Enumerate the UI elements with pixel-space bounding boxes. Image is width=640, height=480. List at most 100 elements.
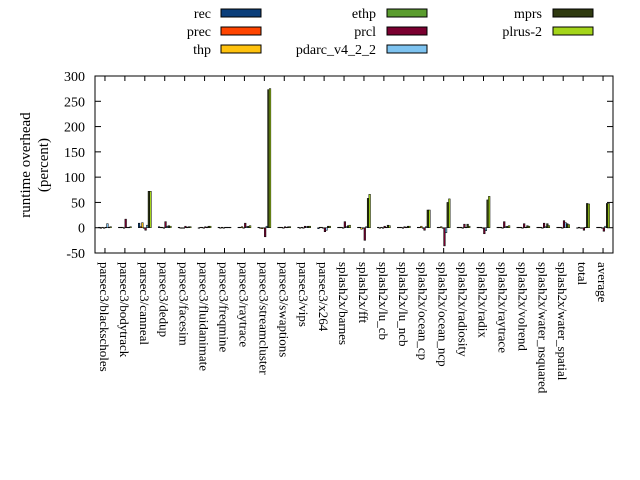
x-tick-label: parsec3/blackscholes xyxy=(97,262,112,372)
bar-ethp-splash2x-water-spatial xyxy=(561,227,564,229)
bar-plrus-2-splash2x-barnes xyxy=(348,224,351,228)
bar-prcl-splash2x-volrend xyxy=(523,223,526,228)
bar-prcl-parsec3-bodytrack xyxy=(124,218,127,228)
y-axis: -50 0 50 100 150 200 250 300 xyxy=(64,70,613,262)
legend-swatch xyxy=(386,44,428,54)
legend-label: ethp xyxy=(352,7,376,22)
x-tick-label: splash2x/lu_cb xyxy=(376,262,391,340)
bar-prcl-splash2x-ocean-ncp xyxy=(443,227,446,247)
x-tick-label: parsec3/x264 xyxy=(316,262,331,332)
bar-prcl-total xyxy=(582,227,585,231)
legend: rec prec thp ethp prcl pdarc_v4_2_2 mprs plrus-… xyxy=(187,7,594,58)
y-tick-label: 250 xyxy=(64,95,85,110)
bar-ethp-splash2x-lu-cb xyxy=(382,227,385,229)
bar-plrus-2-splash2x-lu-cb xyxy=(388,225,391,228)
x-tick-label: splash2x/lu_ncb xyxy=(396,262,411,347)
bar-plrus-2-parsec3-swaptions xyxy=(288,226,292,228)
bar-plrus-2-splash2x-lu-ncb xyxy=(408,225,411,228)
legend-label: plrus-2 xyxy=(502,25,542,40)
bar-plrus-2-parsec3-dedup xyxy=(169,225,172,228)
x-tick-label: parsec3/fluidanimate xyxy=(197,262,212,371)
bar-pdarc_v4_2_2-parsec3-blackscholes xyxy=(106,223,109,228)
legend-swatch xyxy=(552,26,594,36)
bar-plrus-2-parsec3-blackscholes xyxy=(109,226,112,228)
bar-plrus-2-parsec3-raytrace xyxy=(249,225,252,228)
legend-swatch xyxy=(220,26,262,36)
x-axis: parsec3/blackscholes parsec3/bodytrack par… xyxy=(97,262,610,394)
bar-ethp-splash2x-lu-ncb xyxy=(401,227,405,229)
bar-ethp-parsec3-fluidanimate xyxy=(202,227,205,229)
bar-plrus-2-average xyxy=(607,203,610,228)
bar-prcl-average xyxy=(602,227,605,232)
bar-ethp-splash2x-water-nsquared xyxy=(541,227,544,229)
legend-label: mprs xyxy=(514,7,542,22)
legend-item-prcl: prcl xyxy=(354,25,428,40)
legend-label: prcl xyxy=(354,25,376,40)
y-tick-label: 100 xyxy=(64,171,85,186)
x-tick-label: splash2x/water_nsquared xyxy=(535,262,550,394)
bar-prcl-parsec3-raytrace xyxy=(244,222,247,228)
x-tick-label: parsec3/dedup xyxy=(157,262,172,337)
y-axis-title: runtime overhead (percent) xyxy=(18,112,52,218)
y-tick-label: 200 xyxy=(64,121,85,136)
bar-ethp-splash2x-volrend xyxy=(521,227,524,229)
bar-plrus-2-parsec3-fluidanimate xyxy=(209,225,212,228)
bar-prcl-splash2x-fft xyxy=(363,227,366,241)
bar-pdarc_v4_2_2-splash2x-radix xyxy=(484,227,488,231)
x-tick-label: parsec3/streamcluster xyxy=(256,262,271,375)
bar-prcl-splash2x-barnes xyxy=(343,221,346,228)
bar-prcl-parsec3-facesim xyxy=(184,225,187,228)
x-tick-label: parsec3/swaptions xyxy=(276,262,291,357)
legend-item-prec: prec xyxy=(187,25,262,40)
bar-plrus-2-splash2x-fft xyxy=(368,194,371,228)
x-tick-label: splash2x/radix xyxy=(476,262,491,338)
bar-plrus-2-splash2x-ocean-cp xyxy=(428,209,431,228)
bar-mprs-splash2x-radiosity xyxy=(466,223,469,228)
x-tick-label: splash2x/raytrace xyxy=(495,262,510,353)
y-tick-label: 0 xyxy=(78,222,85,237)
bars xyxy=(98,76,610,253)
bar-thp-parsec3-canneal xyxy=(141,222,144,228)
bar-plrus-2-parsec3-x264 xyxy=(328,225,331,228)
bar-plrus-2-splash2x-water-spatial xyxy=(567,224,570,228)
bar-plrus-2-parsec3-streamcluster xyxy=(268,88,272,228)
bar-ethp-parsec3-facesim xyxy=(182,227,185,229)
bar-plrus-2-parsec3-bodytrack xyxy=(129,226,132,228)
y-axis-title-line: (percent) xyxy=(36,138,52,192)
legend-label: rec xyxy=(194,7,211,22)
bar-plrus-2-parsec3-vips xyxy=(308,225,311,228)
x-tick-label: splash2x/barnes xyxy=(336,262,351,345)
legend-swatch xyxy=(386,26,428,36)
x-tick-label: splash2x/fft xyxy=(356,262,371,324)
bar-plrus-2-parsec3-freqmine xyxy=(229,226,232,229)
x-tick-label: total xyxy=(575,262,590,285)
bar-prcl-splash2x-lu-cb xyxy=(383,225,386,228)
legend-item-plrus-2: plrus-2 xyxy=(502,25,594,40)
bar-ethp-splash2x-barnes xyxy=(342,227,345,229)
plot-frame xyxy=(94,75,614,254)
legend-swatch xyxy=(552,8,594,18)
x-tick-label: parsec3/freqmine xyxy=(217,262,232,352)
x-tick-label: parsec3/vips xyxy=(296,262,311,327)
x-tick-label: parsec3/canneal xyxy=(137,262,152,345)
legend-label: pdarc_v4_2_2 xyxy=(296,43,376,58)
legend-swatch xyxy=(220,44,262,54)
bar-plrus-2-splash2x-raytrace xyxy=(508,225,511,228)
legend-item-pdarc_v4_2_2: pdarc_v4_2_2 xyxy=(296,43,428,58)
bar-prcl-parsec3-canneal xyxy=(144,227,147,231)
bar-rec-parsec3-x264 xyxy=(317,227,320,229)
legend-item-ethp: ethp xyxy=(352,7,428,22)
y-axis-title-line: runtime overhead xyxy=(18,112,34,218)
bar-pdarc_v4_2_2-splash2x-ocean-ncp xyxy=(445,227,448,234)
legend-item-rec: rec xyxy=(194,7,262,22)
legend-label: prec xyxy=(187,25,211,40)
bar-ethp-parsec3-vips xyxy=(302,227,305,229)
bar-thp-parsec3-raytrace xyxy=(240,226,244,228)
bar-plrus-2-parsec3-canneal xyxy=(149,191,152,228)
x-tick-label: splash2x/volrend xyxy=(515,262,530,351)
bar-plrus-2-splash2x-volrend xyxy=(527,225,531,228)
x-tick-label: parsec3/facesim xyxy=(177,262,192,346)
x-tick-label: average xyxy=(595,262,610,303)
bar-prcl-splash2x-water-nsquared xyxy=(543,222,546,228)
